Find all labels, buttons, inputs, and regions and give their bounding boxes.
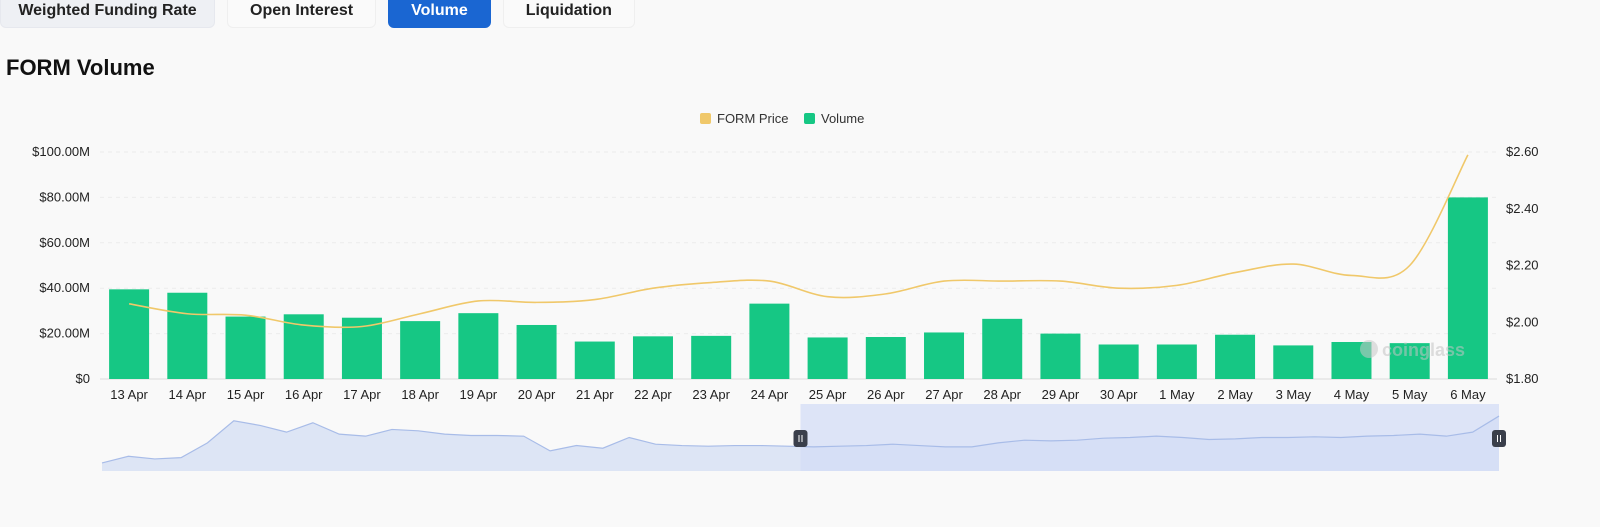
legend-label-price: FORM Price — [717, 111, 789, 126]
x-tick-label: 26 Apr — [867, 387, 905, 402]
x-tick-label: 15 Apr — [227, 387, 265, 402]
x-tick-label: 29 Apr — [1042, 387, 1080, 402]
coinglass-watermark: coinglass — [1360, 340, 1465, 360]
x-tick-label: 19 Apr — [460, 387, 498, 402]
y-right-tick-label: $1.80 — [1506, 371, 1539, 386]
x-tick-label: 30 Apr — [1100, 387, 1138, 402]
y-left-tick-label: $20.00M — [39, 326, 90, 341]
tab-weighted-funding-rate[interactable]: Weighted Funding Rate — [0, 0, 215, 28]
x-tick-label: 25 Apr — [809, 387, 847, 402]
volume-bar[interactable] — [632, 336, 673, 379]
navigator-handle-right[interactable] — [1492, 430, 1506, 447]
watermark-text: coinglass — [1382, 340, 1465, 360]
x-tick-label: 13 Apr — [110, 387, 148, 402]
volume-bar[interactable] — [1098, 344, 1139, 379]
x-tick-label: 5 May — [1392, 387, 1428, 402]
tab-volume[interactable]: Volume — [388, 0, 491, 28]
volume-bar[interactable] — [691, 335, 732, 379]
y-right-tick-label: $2.20 — [1506, 258, 1539, 273]
x-tick-label: 23 Apr — [692, 387, 730, 402]
legend-swatch-price[interactable] — [700, 113, 711, 124]
y-left-tick-label: $60.00M — [39, 235, 90, 250]
x-tick-label: 14 Apr — [169, 387, 207, 402]
volume-bar[interactable] — [574, 341, 615, 379]
y-right-tick-label: $2.60 — [1506, 144, 1539, 159]
volume-bar[interactable] — [167, 292, 208, 379]
x-tick-label: 3 May — [1276, 387, 1312, 402]
x-tick-label: 1 May — [1159, 387, 1195, 402]
price-line — [128, 154, 1469, 329]
volume-bar[interactable] — [1040, 333, 1081, 379]
x-tick-label: 22 Apr — [634, 387, 672, 402]
volume-bar[interactable] — [400, 321, 441, 379]
volume-bar[interactable] — [865, 337, 906, 379]
x-tick-label: 6 May — [1450, 387, 1486, 402]
legend-label-volume: Volume — [821, 111, 864, 126]
page-title: FORM Volume — [6, 55, 155, 80]
y-right-tick-label: $2.40 — [1506, 201, 1539, 216]
volume-bar[interactable] — [1389, 343, 1430, 379]
tab-liquidation[interactable]: Liquidation — [502, 0, 635, 28]
x-tick-label: 28 Apr — [983, 387, 1021, 402]
x-tick-label: 16 Apr — [285, 387, 323, 402]
volume-bar[interactable] — [458, 313, 499, 379]
x-tick-label: 21 Apr — [576, 387, 614, 402]
volume-bar[interactable] — [1447, 197, 1488, 379]
volume-bar[interactable] — [982, 318, 1023, 379]
x-tick-label: 2 May — [1217, 387, 1253, 402]
volume-bar[interactable] — [749, 303, 790, 379]
y-left-tick-label: $0 — [76, 371, 90, 386]
tab-open-interest[interactable]: Open Interest — [227, 0, 377, 28]
volume-bar[interactable] — [807, 337, 848, 379]
volume-bar[interactable] — [516, 324, 557, 379]
y-left-tick-label: $80.00M — [39, 189, 90, 204]
x-tick-label: 20 Apr — [518, 387, 556, 402]
volume-bar[interactable] — [225, 316, 266, 379]
x-tick-label: 18 Apr — [401, 387, 439, 402]
y-left-tick-label: $40.00M — [39, 280, 90, 295]
legend-swatch-volume[interactable] — [804, 113, 815, 124]
x-tick-label: 4 May — [1334, 387, 1370, 402]
y-left-tick-label: $100.00M — [32, 144, 90, 159]
x-tick-label: 24 Apr — [751, 387, 789, 402]
volume-bar[interactable] — [1156, 344, 1197, 379]
x-tick-label: 27 Apr — [925, 387, 963, 402]
coinglass-logo-icon — [1360, 340, 1378, 358]
tab-bar: Weighted Funding Rate Open Interest Volu… — [0, 0, 635, 28]
volume-bar[interactable] — [924, 332, 965, 379]
navigator-selection[interactable] — [800, 404, 1500, 471]
volume-bar[interactable] — [1273, 345, 1314, 379]
volume-bar[interactable] — [1215, 334, 1256, 379]
navigator-handle-left[interactable] — [793, 430, 808, 447]
y-right-tick-label: $2.00 — [1506, 314, 1539, 329]
x-tick-label: 17 Apr — [343, 387, 381, 402]
